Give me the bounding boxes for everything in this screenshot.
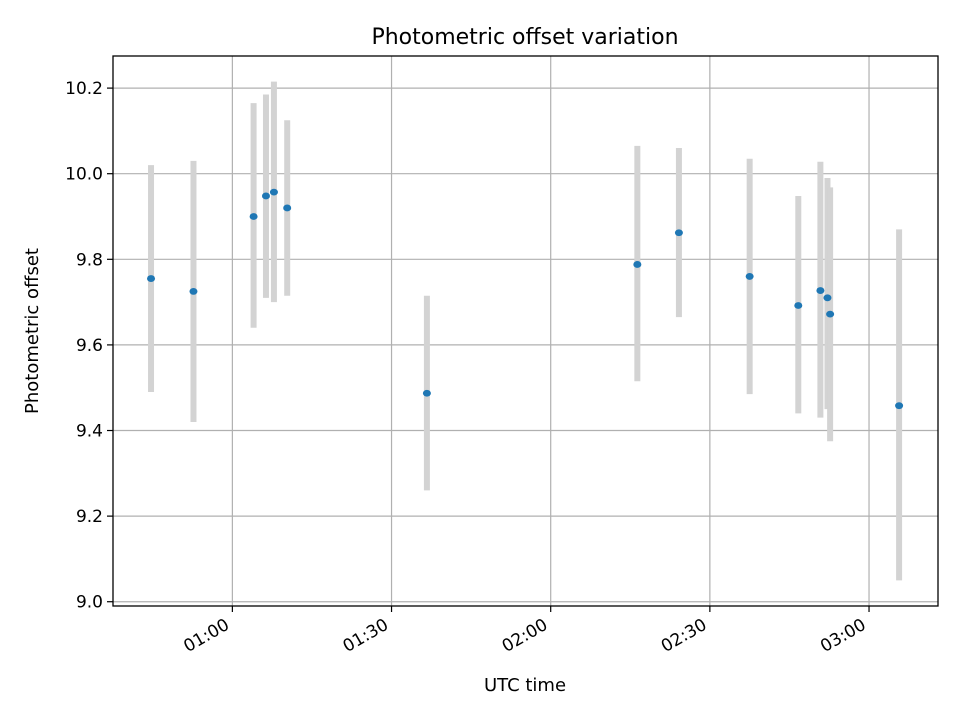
y-axis-label: Photometric offset: [22, 248, 43, 414]
data-point: [745, 273, 754, 280]
x-axis-label: UTC time: [484, 675, 566, 696]
data-point: [633, 261, 642, 268]
data-point: [674, 229, 683, 237]
data-point: [826, 310, 835, 318]
data-point: [261, 192, 270, 200]
y-axis-ticks: 9.0 9.2 9.4 9.6 9.8 10.0 10.2: [65, 79, 113, 613]
data-point: [147, 275, 156, 282]
y-tick-label: 10.0: [65, 165, 103, 185]
data-point: [794, 302, 803, 309]
y-tick-label: 9.0: [76, 593, 103, 613]
chart-title: Photometric offset variation: [371, 25, 678, 50]
data-points: [147, 188, 904, 410]
data-point: [895, 402, 904, 410]
y-tick-label: 10.2: [65, 79, 103, 99]
y-tick-label: 9.6: [76, 336, 103, 356]
y-tick-label: 9.4: [76, 422, 103, 442]
y-tick-label: 9.2: [76, 507, 103, 527]
data-point: [823, 294, 832, 302]
plot-area-frame: [112, 55, 939, 607]
data-point: [816, 287, 825, 294]
data-point: [189, 288, 198, 295]
data-point: [269, 188, 278, 196]
data-point: [283, 204, 292, 212]
data-point: [422, 389, 431, 397]
y-tick-label: 9.8: [76, 250, 103, 270]
data-point: [249, 213, 258, 220]
